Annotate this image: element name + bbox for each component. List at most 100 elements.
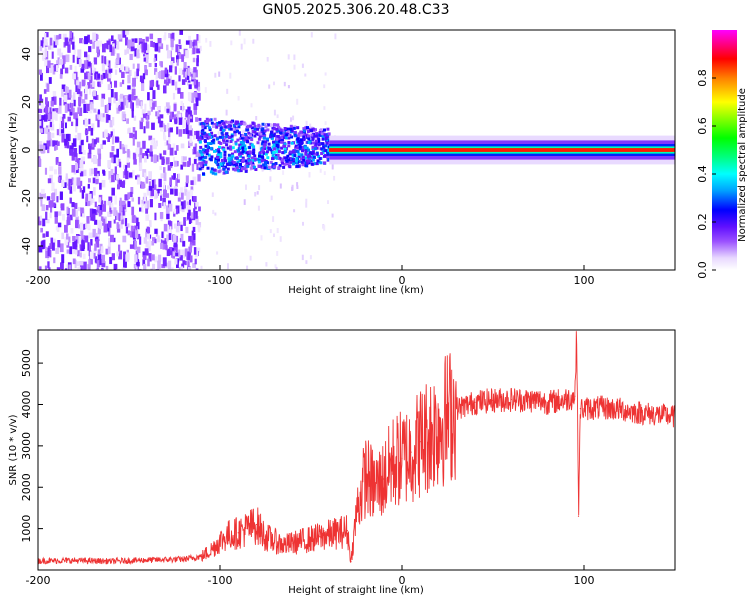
- spectrogram-noise-cell: [121, 181, 125, 188]
- spectrogram-noise-cell: [56, 267, 61, 270]
- spectrogram-noise-cell: [118, 179, 123, 188]
- spectrogram-y-tick-label: -20: [20, 189, 33, 207]
- spectrogram-noise-cell: [181, 69, 184, 75]
- spectrogram-signal-cell: [246, 140, 250, 144]
- spectrogram-signal-cell: [247, 131, 251, 135]
- spectrogram-noise-cell: [290, 117, 292, 122]
- spectrogram-noise-cell: [148, 253, 152, 262]
- spectrogram-noise-cell: [181, 156, 185, 164]
- spectrogram-noise-cell: [46, 140, 51, 147]
- spectrogram-noise-cell: [67, 116, 72, 122]
- spectrogram-signal-cell: [293, 154, 297, 158]
- spectrogram-signal-cell: [271, 126, 275, 130]
- spectrogram-signal-cell: [212, 168, 216, 172]
- spectrogram-noise-cell: [309, 123, 312, 129]
- spectrogram-noise-cell: [166, 213, 170, 220]
- spectrogram-signal-cell: [221, 135, 225, 139]
- spectrogram-noise-cell: [98, 153, 102, 160]
- spectrogram-signal-cell: [206, 142, 210, 145]
- spectrogram-noise-cell: [135, 175, 138, 180]
- spectrogram-noise-cell: [65, 173, 68, 181]
- spectrogram-noise-cell: [73, 177, 78, 186]
- spectrogram-noise-cell: [77, 250, 80, 257]
- spectrogram-noise-cell: [72, 241, 77, 250]
- spectrogram-noise-cell: [89, 75, 93, 84]
- spectrogram-noise-cell: [101, 216, 104, 223]
- spectrogram-noise-cell: [276, 114, 279, 119]
- spectrogram-noise-cell: [94, 167, 98, 177]
- spectrogram-noise-cell: [97, 249, 101, 255]
- spectrogram-noise-cell: [79, 261, 84, 266]
- snr-y-tick-label: 2000: [20, 473, 33, 501]
- spectrogram-noise-cell: [114, 195, 117, 205]
- spectrogram-signal-cell: [267, 142, 271, 146]
- spectrogram-signal-cell: [244, 136, 248, 140]
- spectrogram-noise-cell: [115, 214, 118, 220]
- spectrogram-signal-cell: [324, 144, 328, 148]
- spectrogram-signal-cell: [275, 127, 279, 131]
- spectrogram-noise-cell: [38, 157, 41, 167]
- spectrogram-noise-cell: [198, 206, 201, 212]
- spectrogram-noise-cell: [79, 159, 84, 168]
- spectrogram-noise-cell: [102, 113, 105, 118]
- spectrogram-noise-cell: [79, 268, 83, 270]
- spectrogram-signal-cell: [248, 146, 252, 150]
- spectrogram-noise-cell: [174, 160, 178, 167]
- spectrogram-noise-cell: [81, 156, 86, 162]
- spectrogram-signal-cell: [296, 150, 300, 154]
- spectrogram-noise-cell: [88, 105, 91, 110]
- spectrogram-noise-cell: [195, 97, 199, 107]
- spectrogram-signal-cell: [205, 133, 209, 137]
- spectrogram-noise-cell: [177, 87, 181, 94]
- spectrogram-signal-cell: [288, 152, 292, 156]
- spectrogram-signal-cell: [219, 152, 223, 155]
- spectrogram-signal-cell: [326, 148, 330, 152]
- spectrogram-noise-cell: [193, 108, 197, 115]
- snr-data-point: [255, 523, 257, 526]
- spectrogram-noise-cell: [148, 181, 151, 188]
- spectrogram-noise-cell: [153, 57, 156, 63]
- spectrogram-noise-cell: [45, 205, 49, 211]
- spectrogram-noise-cell: [175, 81, 178, 91]
- spectrogram-noise-cell: [190, 186, 194, 191]
- spectrogram-noise-cell: [41, 204, 46, 211]
- spectrogram-noise-cell: [163, 85, 167, 94]
- spectrogram-signal-cell: [283, 142, 287, 146]
- spectrogram-signal-cell: [327, 158, 331, 161]
- spectrogram-noise-cell: [136, 49, 140, 59]
- spectrogram-signal-cell: [211, 171, 215, 175]
- spectrogram-signal-cell: [230, 159, 234, 163]
- spectrogram-plot-area: [38, 30, 675, 270]
- spectrogram-noise-cell: [83, 261, 87, 270]
- spectrogram-noise-cell: [52, 202, 56, 207]
- spectrogram-noise-cell: [109, 44, 113, 53]
- spectrogram-signal-cell: [294, 161, 298, 165]
- spectrogram-noise-cell: [40, 40, 44, 48]
- spectrogram-noise-cell: [152, 263, 156, 270]
- spectrogram-signal-cell: [254, 157, 258, 161]
- spectrogram-signal-cell: [258, 154, 261, 158]
- spectrogram-signal-cell: [207, 146, 210, 150]
- spectrogram-noise-cell: [58, 33, 62, 39]
- spectrogram-noise-cell: [66, 141, 70, 149]
- spectrogram-noise-cell: [193, 233, 196, 240]
- spectrogram-noise-cell: [47, 60, 51, 68]
- spectrogram-noise-cell: [164, 32, 167, 39]
- spectrogram-noise-cell: [181, 207, 185, 213]
- spectrogram-y-tick-label: 20: [20, 95, 33, 109]
- spectrogram-noise-cell: [40, 188, 45, 194]
- spectrogram-signal-cell: [279, 128, 283, 132]
- spectrogram-signal-cell: [310, 162, 314, 166]
- spectrogram-noise-cell: [139, 207, 143, 212]
- snr-data-point: [510, 398, 512, 401]
- spectrogram-noise-cell: [97, 73, 101, 79]
- spectrogram-noise-cell: [119, 68, 122, 73]
- spectrogram-noise-cell: [67, 44, 70, 53]
- spectrogram-noise-cell: [157, 84, 160, 90]
- spectrogram-signal-cell: [204, 135, 208, 139]
- spectrogram-signal-cell: [226, 162, 230, 166]
- snr-data-point: [374, 486, 376, 488]
- spectrogram-noise-cell: [163, 202, 166, 209]
- spectrogram-noise-cell: [85, 54, 90, 61]
- spectrogram-noise-cell: [49, 212, 52, 219]
